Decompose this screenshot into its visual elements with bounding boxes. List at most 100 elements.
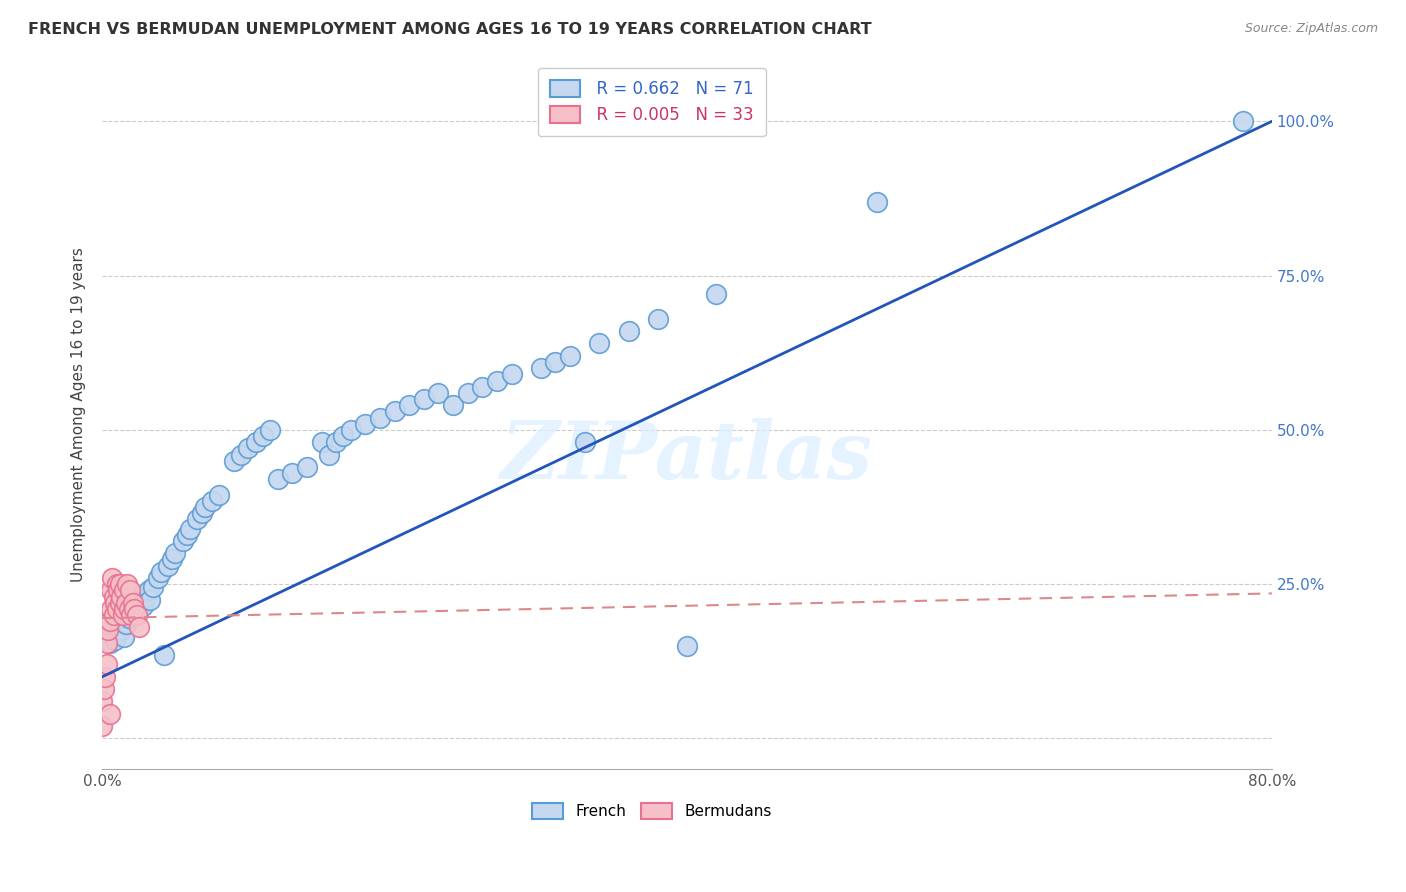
Point — [103, 607, 125, 622]
Point — [101, 626, 124, 640]
Point — [139, 592, 162, 607]
Point — [124, 599, 146, 613]
Point — [107, 583, 129, 598]
Point — [94, 670, 117, 684]
Point — [132, 599, 155, 613]
Point — [208, 488, 231, 502]
Point — [98, 636, 121, 650]
Text: FRENCH VS BERMUDAN UNEMPLOYMENT AMONG AGES 16 TO 19 YEARS CORRELATION CHART: FRENCH VS BERMUDAN UNEMPLOYMENT AMONG AG… — [28, 22, 872, 37]
Point — [441, 398, 464, 412]
Point — [574, 435, 596, 450]
Point — [332, 429, 354, 443]
Point — [103, 590, 125, 604]
Point — [201, 493, 224, 508]
Point — [104, 632, 127, 647]
Point — [100, 602, 122, 616]
Point — [111, 607, 134, 622]
Point — [647, 311, 669, 326]
Point — [245, 435, 267, 450]
Point — [384, 404, 406, 418]
Point — [122, 596, 145, 610]
Point — [128, 596, 150, 610]
Point — [501, 368, 523, 382]
Point — [112, 630, 135, 644]
Point — [1232, 114, 1254, 128]
Point — [704, 287, 727, 301]
Point — [105, 602, 128, 616]
Point — [96, 636, 118, 650]
Point — [98, 614, 121, 628]
Point — [115, 577, 138, 591]
Point — [108, 614, 131, 628]
Point — [558, 349, 581, 363]
Point — [172, 533, 194, 548]
Point — [412, 392, 434, 406]
Point — [117, 602, 139, 616]
Point — [127, 607, 149, 622]
Point — [238, 442, 260, 456]
Point — [114, 596, 136, 610]
Point — [97, 624, 120, 638]
Point — [112, 607, 135, 622]
Point — [91, 694, 114, 708]
Point — [98, 706, 121, 721]
Point — [110, 590, 132, 604]
Point — [149, 565, 172, 579]
Point — [266, 472, 288, 486]
Point — [222, 454, 245, 468]
Point — [471, 379, 494, 393]
Point — [544, 355, 567, 369]
Point — [112, 602, 135, 616]
Point — [93, 682, 115, 697]
Point — [165, 546, 187, 560]
Text: Source: ZipAtlas.com: Source: ZipAtlas.com — [1244, 22, 1378, 36]
Point — [295, 459, 318, 474]
Point — [124, 602, 146, 616]
Point — [146, 571, 169, 585]
Y-axis label: Unemployment Among Ages 16 to 19 years: Unemployment Among Ages 16 to 19 years — [72, 247, 86, 582]
Point — [588, 336, 610, 351]
Point — [427, 385, 450, 400]
Point — [120, 605, 142, 619]
Point — [339, 423, 361, 437]
Point — [110, 624, 132, 638]
Point — [131, 592, 153, 607]
Point — [114, 617, 136, 632]
Point — [229, 448, 252, 462]
Point — [120, 607, 142, 622]
Point — [156, 558, 179, 573]
Point — [101, 571, 124, 585]
Point — [112, 583, 135, 598]
Point — [108, 596, 131, 610]
Point — [318, 448, 340, 462]
Point — [457, 385, 479, 400]
Point — [485, 374, 508, 388]
Point — [125, 607, 148, 622]
Point — [866, 194, 889, 209]
Point — [617, 324, 640, 338]
Point — [193, 500, 215, 514]
Point — [135, 590, 157, 604]
Point — [179, 522, 201, 536]
Point — [138, 583, 160, 598]
Point — [354, 417, 377, 431]
Legend: French, Bermudans: French, Bermudans — [526, 797, 778, 825]
Point — [105, 577, 128, 591]
Point — [96, 657, 118, 672]
Point — [117, 611, 139, 625]
Point — [128, 602, 150, 616]
Point — [91, 719, 114, 733]
Point — [118, 583, 141, 598]
Point — [105, 620, 128, 634]
Point — [676, 639, 699, 653]
Point — [128, 620, 150, 634]
Point — [325, 435, 347, 450]
Point — [368, 410, 391, 425]
Point — [108, 577, 131, 591]
Point — [398, 398, 420, 412]
Point — [100, 583, 122, 598]
Point — [142, 580, 165, 594]
Point — [104, 596, 127, 610]
Text: ZIPatlas: ZIPatlas — [501, 418, 873, 496]
Point — [530, 361, 553, 376]
